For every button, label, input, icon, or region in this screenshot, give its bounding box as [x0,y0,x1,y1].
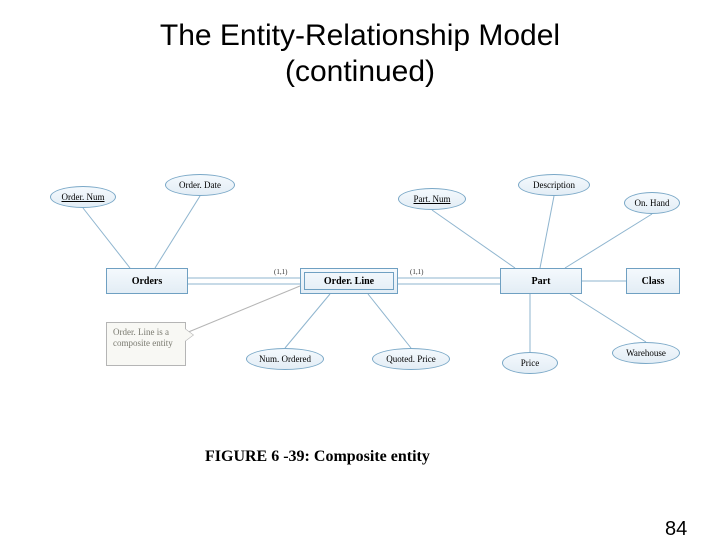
figure-caption: FIGURE 6 -39: Composite entity [205,448,430,466]
entity-class: Class [626,268,680,294]
er-diagram: Order. Num Order. Date Part. Num Descrip… [50,158,680,418]
attr-description-label: Description [533,180,575,190]
page-number-text: 84 [665,518,687,540]
figure-caption-text: FIGURE 6 -39: Composite entity [205,448,430,465]
entity-part: Part [500,268,582,294]
attr-numordered-label: Num. Ordered [259,354,311,364]
attr-quotedprice: Quoted. Price [372,348,450,370]
attr-description: Description [518,174,590,196]
entity-orderline-label: Order. Line [324,276,374,287]
title-line-1: The Entity-Relationship Model [160,19,560,52]
entity-orders-label: Orders [132,276,163,287]
cardinality-left: (1,1) [274,268,287,276]
attr-orderdate: Order. Date [165,174,235,196]
attr-onhand-label: On. Hand [635,198,670,208]
entity-orders: Orders [106,268,188,294]
entity-class-label: Class [642,276,665,287]
attr-warehouse: Warehouse [612,342,680,364]
attr-ordernum: Order. Num [50,186,116,208]
title-line-2: (continued) [285,55,435,88]
page-title: The Entity-Relationship Model (continued… [0,18,720,90]
callout-text: Order. Line is a composite entity [113,327,173,348]
attr-ordernum-label: Order. Num [62,192,105,202]
attr-orderdate-label: Order. Date [179,180,221,190]
attr-price: Price [502,352,558,374]
entity-part-label: Part [532,276,551,287]
attr-numordered: Num. Ordered [246,348,324,370]
entity-orderline: Order. Line [300,268,398,294]
callout-box: Order. Line is a composite entity [106,322,186,366]
attr-partnum-label: Part. Num [414,194,451,204]
cardinality-right: (1,1) [410,268,423,276]
attr-partnum: Part. Num [398,188,466,210]
attr-quotedprice-label: Quoted. Price [386,354,436,364]
attr-warehouse-label: Warehouse [626,348,666,358]
attr-onhand: On. Hand [624,192,680,214]
page-number: 84 [665,518,687,541]
attr-price-label: Price [521,358,540,368]
